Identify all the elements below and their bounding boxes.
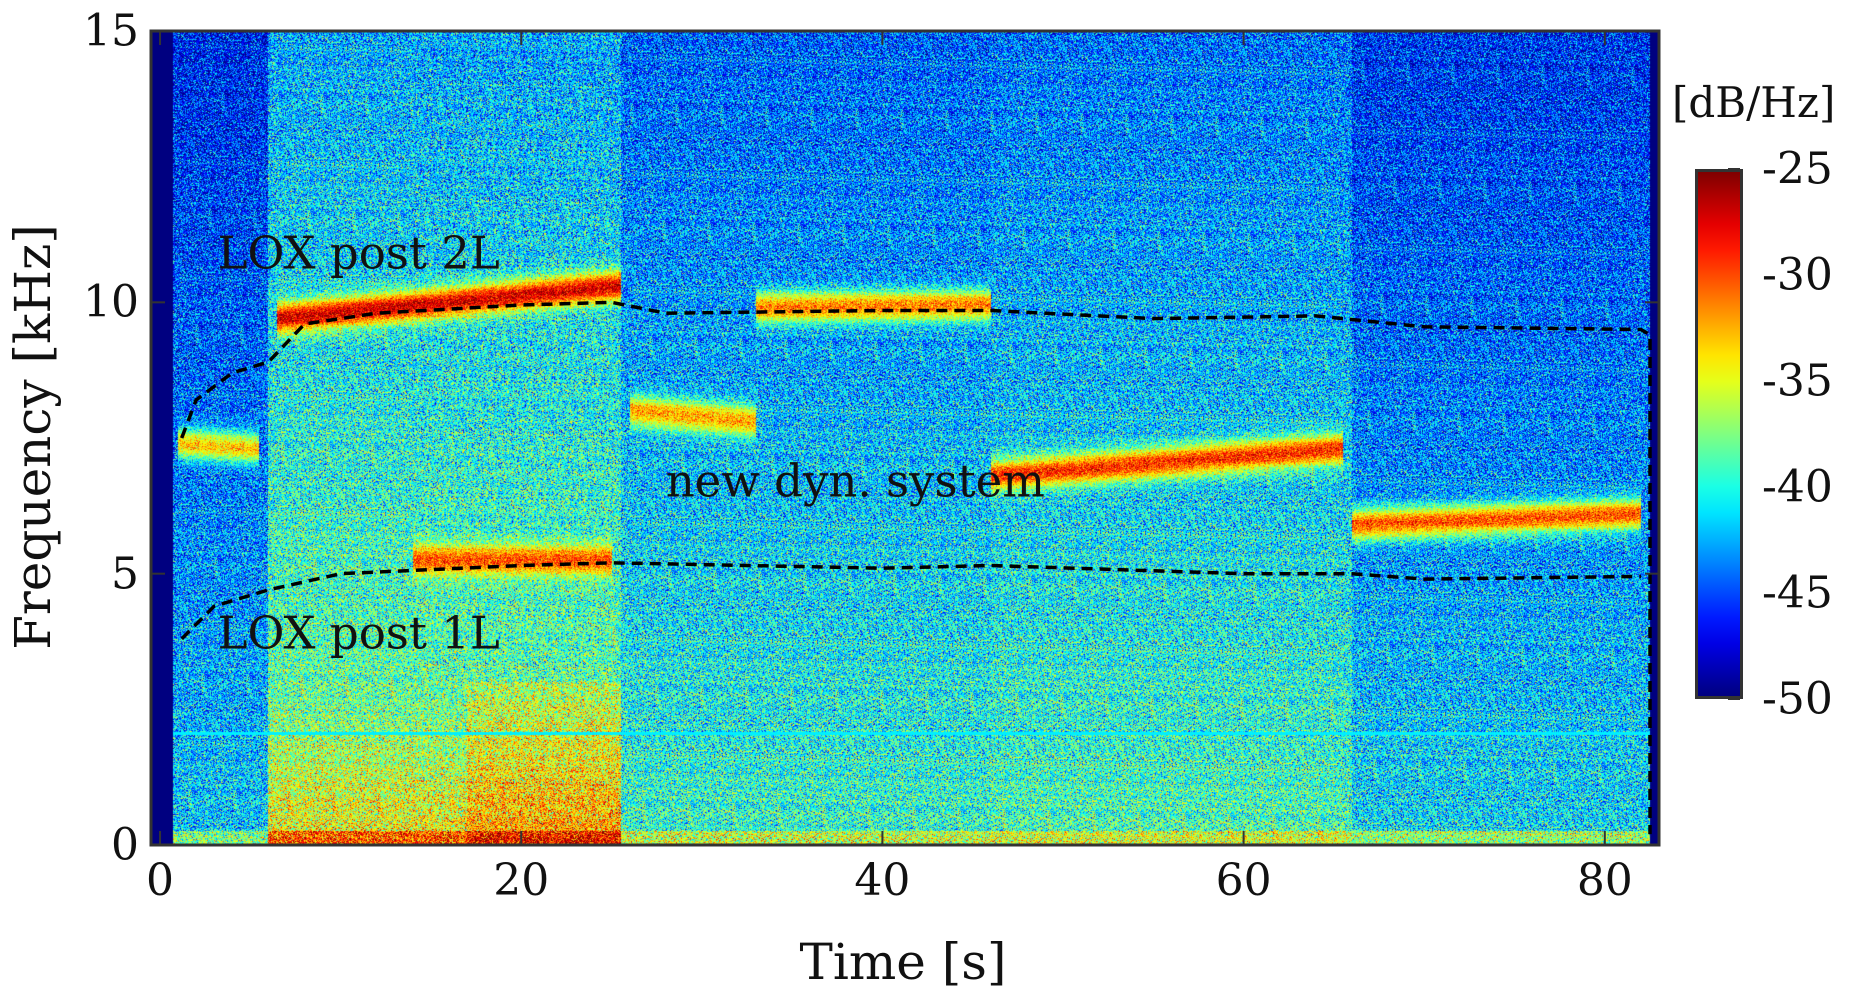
colorbar-tick-label: -30 — [1762, 249, 1833, 301]
lox-post-1l-dashed-line — [180, 561, 1641, 641]
colorbar-tick-label: -25 — [1762, 143, 1833, 195]
x-tick-label: 40 — [854, 855, 911, 906]
annotation-new-dyn-system: new dyn. system — [665, 454, 1045, 508]
x-tick-label: 80 — [1576, 855, 1633, 906]
y-tick-label: 0 — [111, 819, 139, 871]
spectrogram-plot-area — [151, 31, 1659, 845]
x-tick-label: 0 — [146, 855, 175, 906]
y-tick-label: 10 — [83, 276, 139, 328]
y-tick-label: 5 — [111, 548, 139, 600]
colorbar — [1695, 169, 1743, 699]
y-axis-label: Frequency [kHz] — [4, 224, 62, 650]
axes-frame — [149, 29, 1661, 847]
spectrogram-heatmap — [151, 31, 1659, 845]
y-tick-label: 15 — [83, 5, 139, 57]
lox-post-2l-dashed-line — [180, 300, 1652, 835]
colorbar-tick-label: -45 — [1762, 567, 1833, 619]
colorbar-tick-label: -40 — [1762, 461, 1833, 513]
colorbar-tick-label: -35 — [1762, 355, 1833, 407]
annotation-lox-post-1l: LOX post 1L — [217, 606, 500, 660]
x-tick-label: 60 — [1215, 855, 1272, 906]
colorbar-tick-label: -50 — [1762, 673, 1833, 725]
x-tick-label: 20 — [493, 855, 550, 906]
annotation-lox-post-2l: LOX post 2L — [217, 226, 500, 280]
colorbar-label: [dB/Hz] — [1672, 78, 1836, 127]
x-axis-label: Time [s] — [799, 933, 1007, 991]
